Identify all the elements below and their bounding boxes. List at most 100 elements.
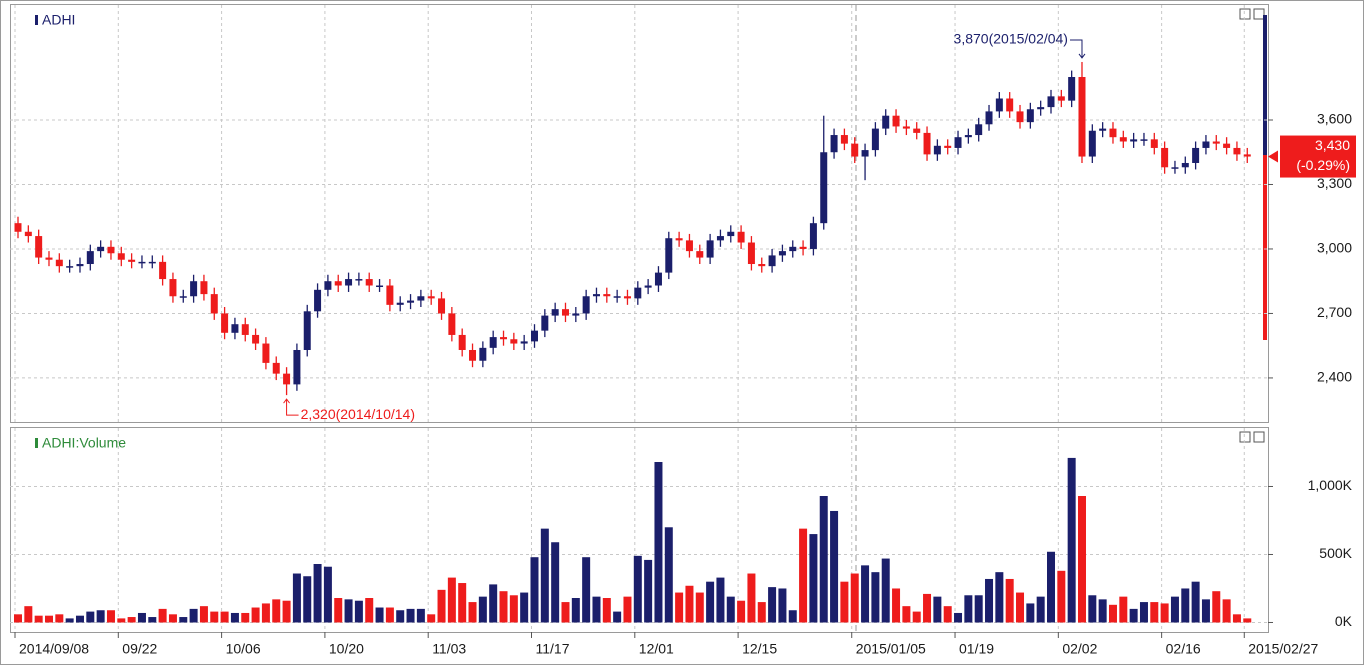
volume-bar — [592, 596, 601, 623]
annotation-arrow — [1069, 39, 1086, 59]
candle-body — [551, 309, 559, 316]
volume-bar — [1005, 578, 1014, 623]
volume-bar — [1243, 618, 1252, 623]
volume-bar — [1026, 603, 1035, 623]
volume-bar — [241, 612, 250, 623]
candle-body — [45, 257, 53, 260]
volume-bar — [861, 565, 870, 623]
x-tick-label: 2014/09/08 — [19, 641, 89, 657]
volume-bar — [530, 557, 539, 623]
candle-body — [1243, 154, 1251, 157]
candle-body — [851, 143, 859, 157]
candle-body — [1006, 98, 1014, 112]
volume-bar — [654, 462, 663, 623]
last-price-marker — [1268, 150, 1278, 163]
volume-bar — [323, 566, 332, 623]
x-tick-label: 2015/01/05 — [856, 641, 926, 657]
volume-bar — [179, 617, 188, 623]
volume-bar — [644, 559, 653, 623]
candle-body — [572, 313, 580, 316]
volume-bar — [520, 592, 529, 623]
candle-body — [706, 240, 714, 258]
volume-bar — [747, 573, 756, 623]
volume-bar — [34, 615, 43, 623]
volume-bar — [251, 607, 260, 623]
candle-body — [1140, 139, 1148, 141]
range-bar — [1263, 155, 1267, 340]
legend-swatch — [35, 15, 38, 25]
x-tick-label: 10/06 — [226, 641, 261, 657]
candle-body — [582, 296, 590, 314]
volume-bar — [1139, 602, 1148, 623]
volume-bar — [881, 558, 890, 623]
volume-bar — [974, 595, 983, 623]
volume-bar — [55, 614, 64, 623]
candle-body — [1078, 77, 1086, 157]
volume-bar — [344, 599, 353, 623]
annotation-arrow — [283, 398, 299, 416]
volume-bar — [737, 600, 746, 623]
candle-body — [169, 279, 177, 297]
candle-body — [644, 285, 652, 288]
candle-body — [964, 135, 972, 138]
candle-body — [55, 259, 63, 267]
x-tick-label: 12/01 — [639, 641, 674, 657]
volume-bar — [334, 598, 343, 623]
candle-body — [778, 251, 786, 256]
candle-body — [138, 261, 146, 264]
x-tick-label: 11/03 — [432, 641, 466, 657]
candle-body — [407, 300, 415, 303]
candle-body — [221, 313, 229, 333]
x-tick-label: 02/16 — [1166, 641, 1201, 657]
volume-bar — [726, 596, 735, 623]
y-tick-label: 2,700 — [1317, 304, 1352, 320]
volume-bar — [995, 572, 1004, 623]
last-price-label: 3,430 — [1315, 137, 1350, 153]
candle-body — [66, 266, 74, 268]
volume-bar — [117, 618, 126, 623]
restore-button[interactable] — [1239, 8, 1251, 20]
volume-bar — [106, 610, 115, 623]
candle-body — [1181, 162, 1189, 168]
candle-body — [1068, 77, 1076, 101]
close-button[interactable] — [1253, 8, 1265, 20]
candle-body — [262, 343, 270, 363]
volume-bar — [685, 585, 694, 623]
volume-bar — [127, 617, 136, 623]
volume-bar — [1108, 604, 1117, 623]
volume-bar — [1016, 592, 1025, 623]
last-price-box — [1280, 135, 1356, 178]
candle-body — [200, 281, 208, 295]
volume-bar — [778, 588, 787, 623]
volume-bar — [261, 603, 270, 623]
candle-body — [1088, 130, 1096, 157]
candle-body — [97, 246, 105, 252]
volume-bar — [210, 611, 219, 623]
volume-bar — [840, 581, 849, 623]
candle-body — [1026, 109, 1034, 123]
restore-button[interactable] — [1239, 431, 1251, 443]
y-tick-label: 3,600 — [1317, 111, 1352, 127]
candle-body — [995, 98, 1003, 112]
candle-body — [933, 145, 941, 155]
volume-bar — [478, 596, 487, 623]
candle-body — [954, 137, 962, 148]
candle-body — [283, 373, 291, 385]
volume-bar — [354, 600, 363, 623]
candle-body — [14, 223, 22, 232]
volume-bar — [199, 606, 208, 623]
candle-body — [1212, 141, 1220, 144]
candle-body — [458, 334, 466, 350]
candle-body — [685, 240, 693, 252]
volume-bar — [509, 595, 518, 623]
volume-bar — [158, 608, 167, 623]
candle-body — [355, 279, 363, 281]
volume-bar — [923, 593, 932, 623]
close-button[interactable] — [1253, 431, 1265, 443]
volume-bar — [396, 610, 405, 623]
y-tick-label: 3,000 — [1317, 240, 1352, 256]
range-bar — [1263, 15, 1267, 155]
volume-bar — [1119, 596, 1128, 623]
candle-body — [923, 132, 931, 155]
volume-bar — [292, 573, 301, 623]
